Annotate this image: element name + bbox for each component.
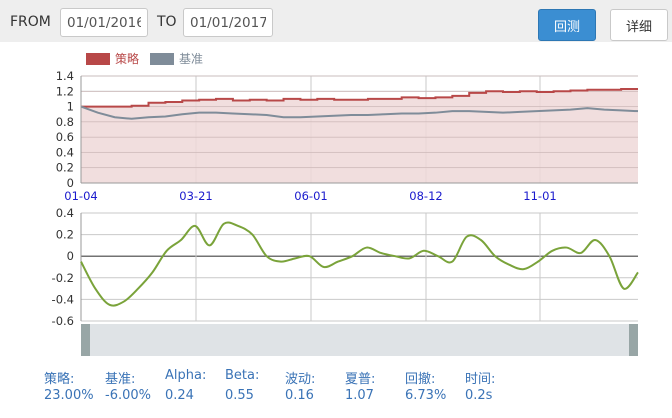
stat-volatility-label: 波动: bbox=[285, 372, 316, 387]
x-tick-label: 06-01 bbox=[294, 189, 327, 203]
strategy-line bbox=[81, 87, 638, 108]
legend-label-benchmark[interactable]: 基准 bbox=[179, 52, 203, 66]
stat-alpha: Alpha: 0.24 bbox=[165, 368, 206, 403]
stat-alpha-value: 0.24 bbox=[165, 388, 194, 403]
range-slider-right-handle[interactable] bbox=[629, 324, 638, 356]
top-y-tick-label: 0.4 bbox=[56, 145, 74, 159]
x-tick-label: 08-12 bbox=[409, 189, 442, 203]
stat-time: 时间: 0.2s bbox=[465, 368, 495, 403]
stat-drawdown: 回撤: 6.73% bbox=[405, 368, 446, 403]
bottom-y-tick-label: 0 bbox=[67, 249, 74, 263]
to-label: TO bbox=[157, 14, 177, 30]
top-y-tick-label: 0.8 bbox=[56, 115, 74, 129]
top-y-tick-label: 1 bbox=[67, 100, 74, 114]
bottom-y-tick-label: -0.4 bbox=[52, 292, 74, 306]
x-tick-label: 01-04 bbox=[64, 189, 97, 203]
bottom-y-tick-label: -0.6 bbox=[52, 314, 74, 328]
stat-beta: Beta: 0.55 bbox=[225, 368, 259, 403]
stat-strategy: 策略: 23.00% bbox=[44, 368, 94, 403]
stat-strategy-label: 策略: bbox=[44, 372, 75, 387]
stat-benchmark-value: -6.00% bbox=[105, 388, 151, 403]
stat-time-value: 0.2s bbox=[465, 388, 493, 403]
legend-label-strategy[interactable]: 策略 bbox=[115, 51, 139, 66]
top-y-tick-label: 0 bbox=[67, 176, 74, 190]
bottom-y-tick-label: 0.2 bbox=[56, 228, 74, 242]
stats-bar: 策略: 23.00% 基准: -6.00% Alpha: 0.24 Beta: … bbox=[0, 362, 672, 418]
stat-time-label: 时间: bbox=[465, 372, 496, 387]
to-date-input[interactable] bbox=[183, 8, 273, 37]
stat-strategy-value: 23.00% bbox=[44, 388, 94, 403]
from-date-input[interactable] bbox=[60, 8, 148, 37]
stat-beta-label: Beta: bbox=[225, 368, 260, 383]
legend: 策略 基准 bbox=[86, 51, 203, 66]
from-label: FROM bbox=[10, 14, 51, 30]
legend-swatch-strategy bbox=[86, 53, 110, 65]
x-tick-label: 11-01 bbox=[523, 189, 556, 203]
stat-beta-value: 0.55 bbox=[225, 388, 254, 403]
top-y-tick-label: 0.6 bbox=[56, 130, 74, 144]
stat-sharpe-label: 夏普: bbox=[345, 372, 376, 387]
top-y-tick-label: 1.4 bbox=[56, 69, 74, 83]
top-y-tick-label: 1.2 bbox=[56, 84, 74, 98]
bottom-y-tick-label: -0.2 bbox=[52, 271, 74, 285]
benchmark-line bbox=[80, 105, 639, 120]
stat-volatility-value: 0.16 bbox=[285, 388, 314, 403]
range-slider[interactable] bbox=[81, 324, 638, 356]
stat-drawdown-label: 回撤: bbox=[405, 372, 436, 387]
backtest-toolbar: FROM TO 回测 详细 bbox=[0, 0, 672, 42]
stat-benchmark-label: 基准: bbox=[105, 372, 136, 387]
stat-alpha-label: Alpha: bbox=[165, 368, 207, 383]
alpha-chart: 0.4 0.2 0 -0.2 -0.4 -0.6 bbox=[52, 206, 639, 328]
range-slider-left-handle[interactable] bbox=[81, 324, 90, 356]
alpha-line bbox=[80, 221, 639, 307]
stat-benchmark: 基准: -6.00% bbox=[105, 368, 151, 403]
chart-panel: 策略 基准 1.4 1.2 1 0.8 0.6 0.4 0.2 0 01-04 03-21 06-0… bbox=[0, 42, 672, 360]
run-backtest-button[interactable]: 回测 bbox=[538, 9, 596, 41]
range-slider-track[interactable] bbox=[81, 324, 638, 356]
bottom-y-tick-label: 0.4 bbox=[56, 206, 74, 220]
stat-sharpe: 夏普: 1.07 bbox=[345, 368, 375, 403]
x-tick-label: 03-21 bbox=[179, 189, 212, 203]
stat-volatility: 波动: 0.16 bbox=[285, 368, 315, 403]
stat-drawdown-value: 6.73% bbox=[405, 388, 447, 403]
details-button[interactable]: 详细 bbox=[610, 9, 668, 41]
top-y-tick-label: 0.2 bbox=[56, 161, 74, 175]
stat-sharpe-value: 1.07 bbox=[345, 388, 374, 403]
legend-swatch-benchmark bbox=[150, 53, 174, 65]
